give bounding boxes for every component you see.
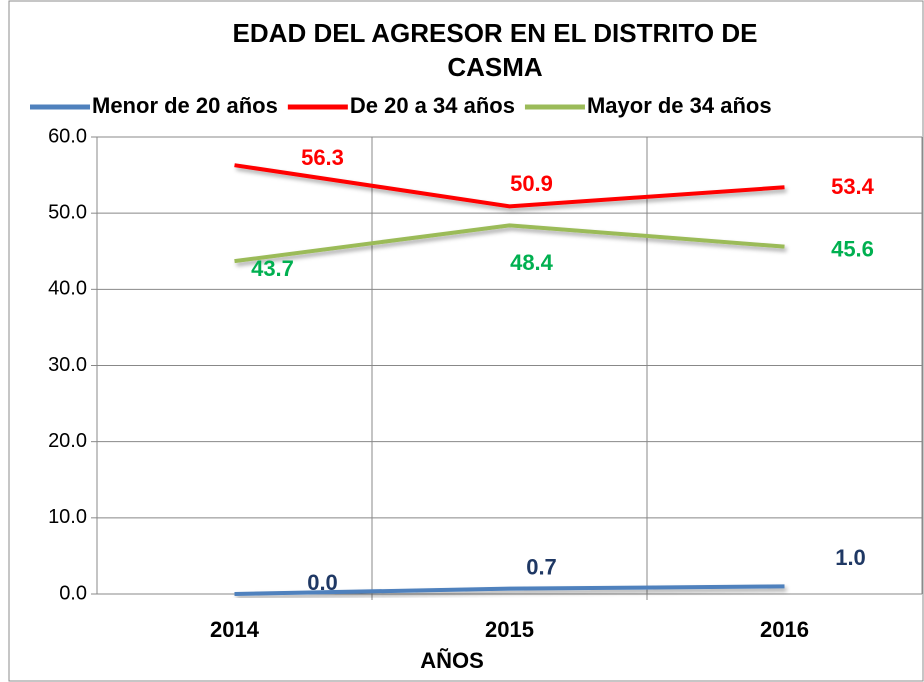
data-label: 45.6 xyxy=(831,236,874,261)
chart-frame xyxy=(8,0,924,682)
data-label: 50.9 xyxy=(510,171,553,196)
data-label: 0.7 xyxy=(526,554,557,579)
legend-item: Menor de 20 años xyxy=(30,93,278,118)
data-label: 1.0 xyxy=(835,545,866,570)
y-tick-label: 0.0 xyxy=(59,582,87,604)
legend-label: Menor de 20 años xyxy=(92,93,278,118)
legend-label: De 20 a 34 años xyxy=(350,93,515,118)
data-label: 56.3 xyxy=(301,145,344,170)
data-label: 43.7 xyxy=(251,256,294,281)
data-label: 53.4 xyxy=(831,174,875,199)
x-axis-title: AÑOS xyxy=(420,648,484,673)
y-tick-label: 50.0 xyxy=(48,201,87,223)
legend-item: De 20 a 34 años xyxy=(287,93,515,118)
y-tick-label: 60.0 xyxy=(48,125,87,147)
series-line xyxy=(234,223,785,264)
data-label: 0.0 xyxy=(307,570,338,595)
x-tick-label: 2015 xyxy=(485,617,534,642)
y-tick-label: 10.0 xyxy=(48,506,87,528)
legend-item: Mayor de 34 años xyxy=(524,93,772,118)
y-tick-label: 30.0 xyxy=(48,354,87,376)
legend-label: Mayor de 34 años xyxy=(587,93,772,118)
x-tick-label: 2014 xyxy=(210,617,260,642)
y-tick-label: 20.0 xyxy=(48,430,87,452)
series-line xyxy=(234,584,785,596)
x-tick-label: 2016 xyxy=(760,617,809,642)
chart-title: EDAD DEL AGRESOR EN EL DISTRITO DE CASMA xyxy=(233,18,758,82)
series-line xyxy=(234,163,785,209)
data-label: 48.4 xyxy=(510,250,554,275)
y-tick-label: 40.0 xyxy=(48,278,87,300)
